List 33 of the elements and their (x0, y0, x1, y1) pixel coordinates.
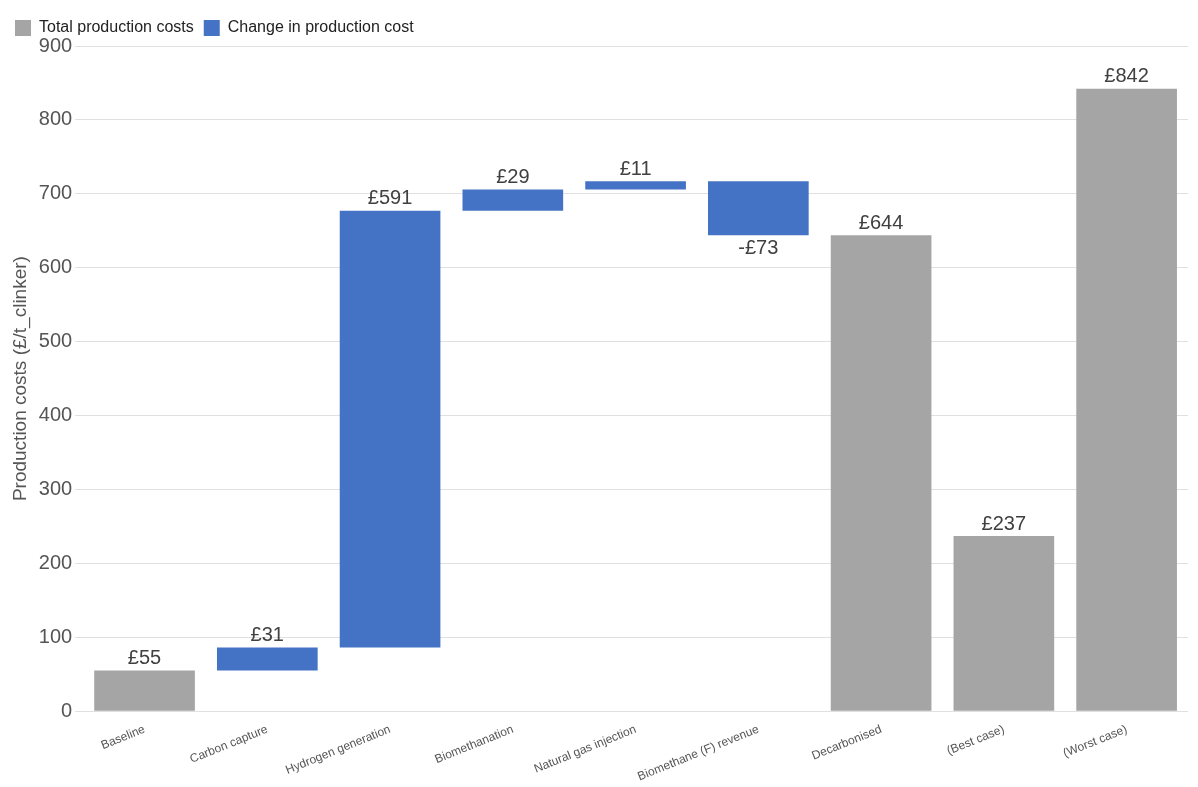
data-label: £29 (496, 164, 530, 187)
data-label: £31 (250, 623, 284, 646)
y-axis-title: Production costs (£/t_clinker) (8, 256, 31, 502)
y-tick-label: 900 (38, 33, 73, 56)
bar (1076, 88, 1177, 711)
data-label: -£73 (738, 235, 779, 258)
y-tick-label: 500 (38, 329, 73, 352)
bar (585, 181, 686, 190)
y-tick-label: 200 (38, 550, 73, 573)
bar (94, 670, 195, 711)
y-tick-label: 300 (38, 476, 73, 499)
y-tick-label: 100 (38, 624, 73, 647)
x-tick-label: Carbon capture (187, 721, 270, 766)
bar (216, 647, 318, 671)
data-label: £842 (1104, 64, 1149, 87)
bar (830, 235, 932, 711)
legend-label: Change in production cost (227, 18, 415, 36)
y-tick-label: 700 (38, 181, 73, 204)
data-label: £591 (367, 186, 413, 209)
bar (708, 181, 809, 236)
data-label: £237 (981, 511, 1027, 534)
y-tick-label: 400 (38, 403, 73, 426)
y-tick-label: 800 (38, 107, 73, 130)
data-label: £644 (858, 210, 904, 233)
data-label: £11 (619, 156, 652, 179)
bar (339, 210, 441, 648)
data-label: £55 (127, 646, 162, 669)
legend-label: Total production costs (39, 18, 194, 36)
y-tick-label: 0 (61, 698, 73, 721)
x-tick-label: (Best case) (944, 721, 1007, 758)
bar (462, 189, 564, 211)
y-tick-label: 600 (38, 255, 73, 278)
bar (953, 536, 1055, 711)
